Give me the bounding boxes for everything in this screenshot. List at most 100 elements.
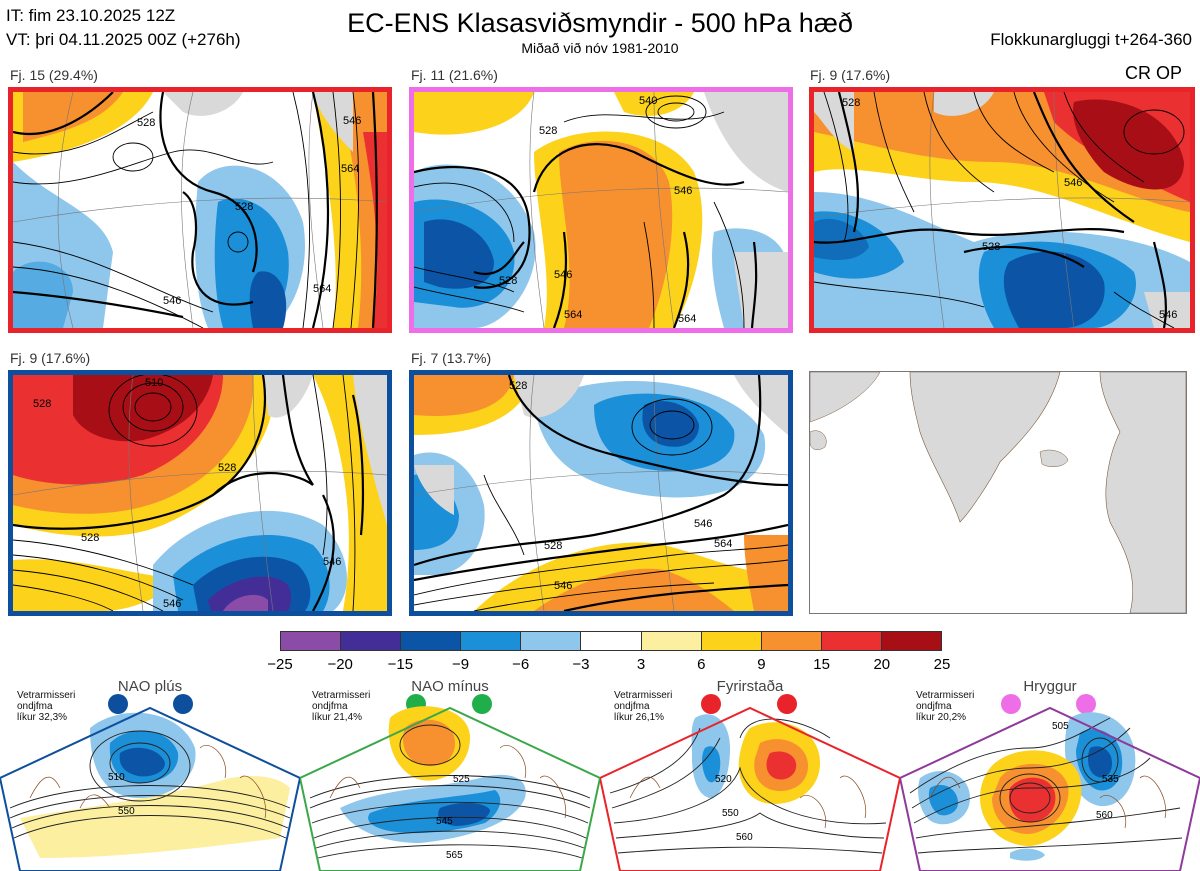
contour-label: 546 (1159, 309, 1177, 321)
regime-title: NAO mínus (411, 678, 489, 695)
contour-label: 528 (235, 201, 253, 213)
regime-prob: líkur 20,2% (916, 712, 967, 723)
contour-label: 546 (554, 580, 572, 592)
cluster-map-1[interactable]: 528 528 546 564 546 564 (8, 87, 392, 333)
regime-probability: Vetrarmisseri ondjfma líkur 20,2% (916, 690, 974, 723)
cluster-map-1-plot: 528 528 546 564 546 564 (13, 92, 387, 328)
contour-label: 528 (218, 462, 236, 474)
contour-label: 546 (674, 185, 692, 197)
colorbar-swatch (760, 632, 821, 650)
contour-label: 528 (33, 398, 51, 410)
regime-nao-plus: NAO plús Vetrarmisseri ondjfma líkur 32,… (0, 678, 300, 871)
colorbar-tick-label: −3 (572, 656, 590, 673)
contour-label: 528 (499, 275, 517, 287)
contour-label: 546 (323, 556, 341, 568)
regime-title: Hryggur (1023, 678, 1077, 695)
contour-label: 564 (678, 313, 696, 325)
regime-dot (777, 694, 797, 714)
init-time: IT: fim 23.10.2025 12Z (6, 6, 176, 25)
colorbar-tick-label: −6 (512, 656, 530, 673)
contour-label: 528 (81, 532, 99, 544)
regime-contour-label: 565 (446, 850, 463, 861)
colorbar-swatch (700, 632, 761, 650)
cluster-4-label: Fj. 9 (17.6%) (10, 350, 91, 366)
regime-season: Vetrarmisseri (916, 690, 975, 701)
cluster-map-3-plot: 528 546 546 528 (814, 92, 1190, 328)
cluster-map-4[interactable]: 510 528 528 528 546 546 (8, 370, 392, 616)
contour-label: 528 (842, 97, 860, 109)
regime-contour-label: 550 (722, 808, 739, 819)
contour-label: 564 (714, 538, 732, 550)
cluster-map-5-plot: 528 546 528 546 564 (414, 375, 788, 611)
regime-type: ondjfma (312, 701, 348, 712)
regime-season: Vetrarmisseri (312, 690, 371, 701)
regime-blocking: Fyrirstaða Vetrarmisseri ondjfma líkur 2… (600, 678, 900, 871)
colorbar-swatch (580, 632, 641, 650)
cluster-map-5[interactable]: 528 546 528 546 564 (409, 370, 793, 616)
regime-contour-label: 510 (108, 772, 125, 783)
regime-contour-label: 550 (118, 806, 135, 817)
colorbar-swatch (340, 632, 401, 650)
colorbar-tick-label: −15 (387, 656, 414, 673)
cluster-map-3[interactable]: 528 546 546 528 (809, 87, 1195, 333)
contour-label: 510 (145, 377, 163, 389)
colorbar-tick-label: 6 (697, 656, 706, 673)
contour-label: 528 (544, 540, 562, 552)
cluster-map-2[interactable]: 540 528 546 528 546 564 564 (409, 87, 793, 333)
regime-title: Fyrirstaða (716, 678, 784, 695)
contour-label: 528 (539, 125, 557, 137)
regime-ridge: Hryggur Vetrarmisseri ondjfma líkur 20,2… (900, 678, 1200, 871)
regime-season: Vetrarmisseri (614, 690, 673, 701)
regime-contour-label: 520 (715, 774, 732, 785)
colorbar-tick-label: 9 (757, 656, 766, 673)
cluster-2-label: Fj. 11 (21.6%) (411, 67, 498, 83)
colorbar-swatch (820, 632, 881, 650)
regime-dot (1001, 694, 1021, 714)
regime-season: Vetrarmisseri (17, 690, 76, 701)
regime-contour-label: 560 (1096, 810, 1113, 821)
regime-contour-label: 525 (453, 774, 470, 785)
regime-type: ondjfma (17, 701, 53, 712)
regime-map-blocking: 520 550 560 (600, 706, 900, 871)
contour-label: 528 (982, 241, 1000, 253)
regime-code: CR OP (1124, 63, 1182, 83)
regime-dot (108, 694, 128, 714)
regime-probability: Vetrarmisseri ondjfma líkur 21,4% (312, 690, 370, 723)
contour-label: 564 (313, 283, 331, 295)
colorbar-tick-label: −9 (451, 656, 470, 673)
regime-dot (173, 694, 193, 714)
colorbar-swatch (520, 632, 581, 650)
cluster-map-4-plot: 510 528 528 528 546 546 (13, 375, 387, 611)
contour-label: 546 (163, 295, 181, 307)
cluster-3-label: Fj. 9 (17.6%) (810, 67, 891, 83)
regime-contour-label: 545 (436, 816, 453, 827)
colorbar-swatch (640, 632, 701, 650)
regime-title: NAO plús (117, 678, 183, 695)
regime-type: ondjfma (614, 701, 650, 712)
regime-dot (1076, 694, 1096, 714)
regime-type: ondjfma (916, 701, 952, 712)
contour-label: 546 (163, 598, 181, 610)
colorbar-tick-label: 3 (636, 656, 646, 673)
cluster-5-label: Fj. 7 (13.7%) (411, 350, 492, 366)
valid-time: VT: þri 04.11.2025 00Z (+276h) (6, 30, 241, 49)
contour-label: 546 (694, 518, 712, 530)
colorbar-tick-label: −25 (267, 656, 293, 673)
colorbar-swatch (400, 632, 461, 650)
regime-map-ridge: 505 535 560 (900, 706, 1200, 871)
regime-probability: Vetrarmisseri ondjfma líkur 26,1% (614, 690, 672, 723)
contour-label: 540 (639, 95, 657, 107)
regime-prob: líkur 21,4% (312, 712, 363, 723)
contour-label: 528 (509, 380, 527, 392)
regime-probability: Vetrarmisseri ondjfma líkur 32,3% (17, 690, 75, 723)
contour-label: 564 (564, 309, 582, 321)
contour-label: 546 (1064, 177, 1082, 189)
contour-label: 546 (343, 115, 361, 127)
regime-prob: líkur 26,1% (614, 712, 665, 723)
contour-label: 546 (554, 269, 572, 281)
colorbar (280, 631, 942, 651)
page-subtitle: Miðað við nóv 1981-2010 (521, 40, 679, 56)
colorbar-tick-label: −20 (327, 656, 353, 673)
regime-contour-label: 560 (736, 832, 753, 843)
colorbar-tick-label: 20 (873, 656, 891, 673)
